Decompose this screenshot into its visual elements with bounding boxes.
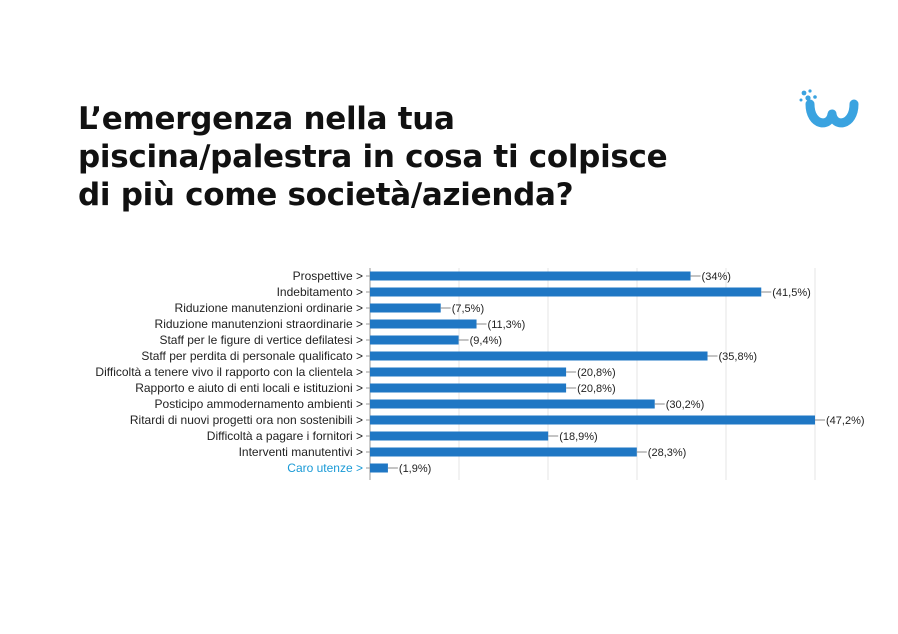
bar xyxy=(370,271,691,281)
value-label: (41,5%) xyxy=(772,287,811,299)
value-label: (47,2%) xyxy=(826,415,865,427)
value-label: (20,8%) xyxy=(577,383,616,395)
value-label: (11,3%) xyxy=(488,319,526,331)
bar xyxy=(370,431,549,441)
value-label: (28,3%) xyxy=(648,447,687,459)
category-label: Ritardi di nuovi progetti ora non sosten… xyxy=(130,413,363,427)
bar xyxy=(370,463,388,473)
bar xyxy=(370,287,762,297)
category-label: Prospettive > xyxy=(293,269,363,283)
category-label: Difficoltà a tenere vivo il rapporto con… xyxy=(95,365,363,379)
value-label: (1,9%) xyxy=(399,463,431,475)
bar xyxy=(370,415,815,425)
category-label: Interventi manutentivi > xyxy=(239,445,363,459)
bar xyxy=(370,319,477,329)
category-label: Rapporto e aiuto di enti locali e istitu… xyxy=(135,381,363,395)
bar xyxy=(370,367,567,377)
category-label: Posticipo ammodernamento ambienti > xyxy=(155,397,363,411)
value-label: (30,2%) xyxy=(666,399,705,411)
category-label: Riduzione manutenzioni straordinarie > xyxy=(155,317,363,331)
value-label: (35,8%) xyxy=(719,351,758,363)
value-label: (20,8%) xyxy=(577,367,616,379)
bar xyxy=(370,399,655,409)
category-label: Difficoltà a pagare i fornitori > xyxy=(207,429,363,443)
bar xyxy=(370,303,441,313)
bar xyxy=(370,383,567,393)
title-line-1: L’emergenza nella tua xyxy=(78,101,455,137)
value-label: (7,5%) xyxy=(452,303,484,315)
category-label: Indebitamento > xyxy=(277,285,363,299)
category-label: Riduzione manutenzioni ordinarie > xyxy=(175,301,363,315)
category-label: Caro utenze > xyxy=(287,461,363,475)
bar xyxy=(370,351,708,361)
bar xyxy=(370,447,637,457)
title-line-2: piscina/palestra in cosa ti colpisce xyxy=(78,139,668,175)
chart-title: L’emergenza nella tua piscina/palestra i… xyxy=(78,100,778,214)
value-label: (9,4%) xyxy=(470,335,502,347)
w-brand-logo-icon xyxy=(799,89,859,128)
value-label: (34%) xyxy=(702,271,731,283)
title-line-3: di più come società/azienda? xyxy=(78,177,574,213)
category-label: Staff per perdita di personale qualifica… xyxy=(141,349,363,363)
value-label: (18,9%) xyxy=(559,431,598,443)
bar xyxy=(370,335,459,345)
category-label: Staff per le figure di vertice defilates… xyxy=(159,333,363,347)
